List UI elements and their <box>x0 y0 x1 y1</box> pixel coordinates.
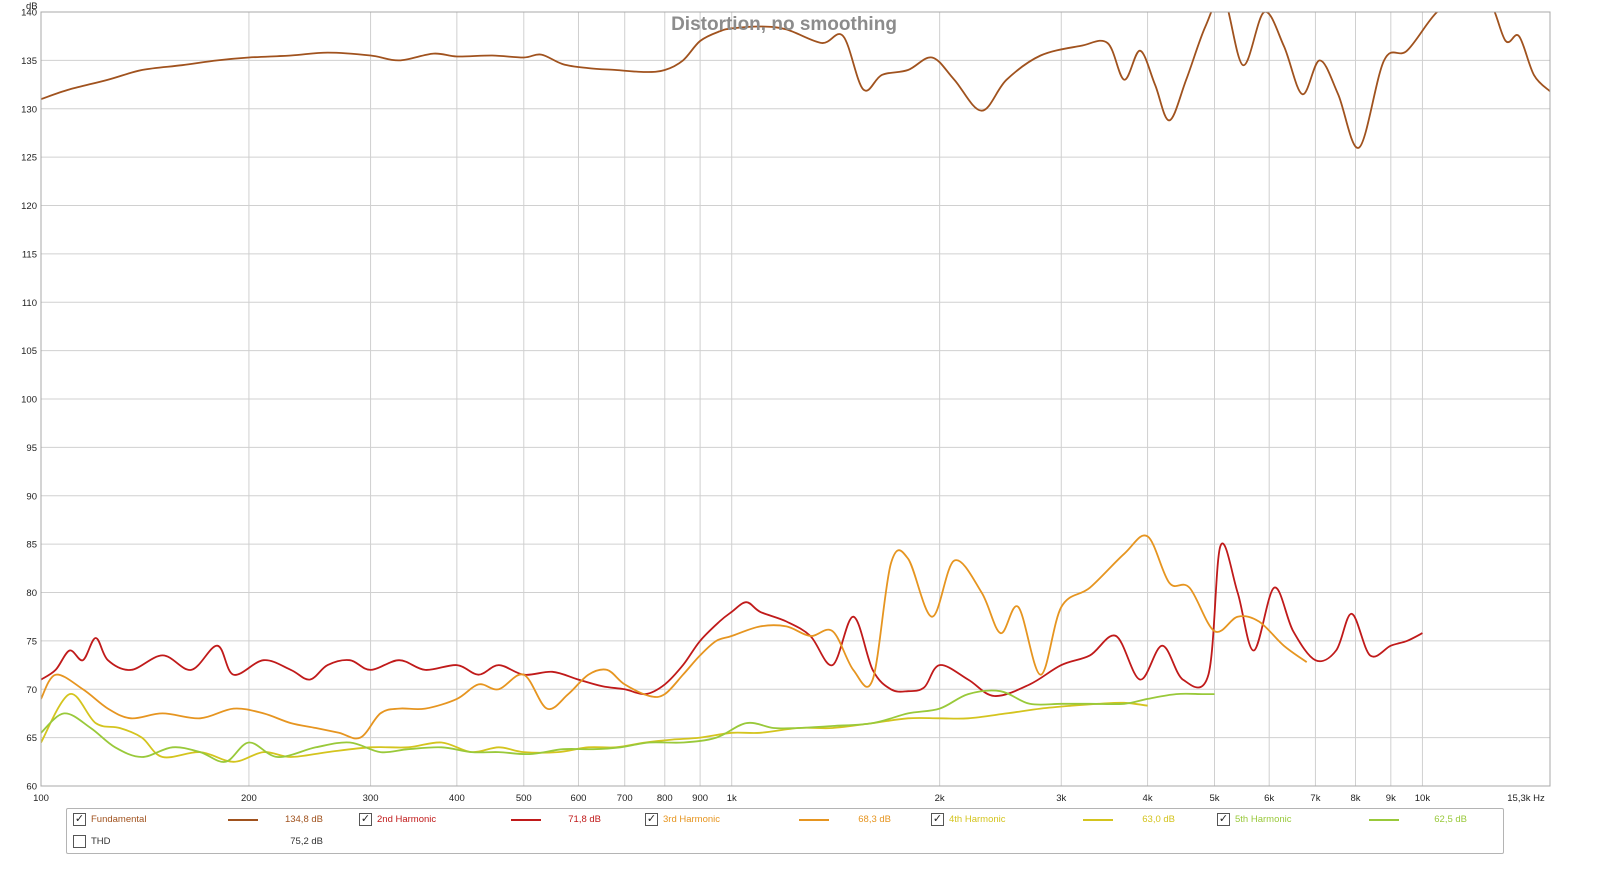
legend-value-4th-harmonic: 63,0 dB <box>1142 814 1175 825</box>
legend-item-2nd-harmonic[interactable]: ✓ 2nd Harmonic 71,8 dB <box>359 813 629 827</box>
y-tick-label: 105 <box>21 346 37 357</box>
y-tick-label: 115 <box>22 249 37 260</box>
legend-label-fundamental: Fundamental <box>91 814 147 825</box>
series-line-2nd-harmonic <box>41 542 1423 697</box>
legend-label-3rd-harmonic: 3rd Harmonic <box>663 814 721 825</box>
4th-harmonic-checkbox[interactable]: ✓ <box>931 813 944 826</box>
y-tick-label: 75 <box>26 636 37 647</box>
x-tick-label: 300 <box>363 793 379 804</box>
legend-item-5th-harmonic[interactable]: ✓ 5th Harmonic 62,5 dB <box>1217 813 1487 827</box>
y-tick-label: 80 <box>26 588 37 599</box>
series-line-3rd-harmonic <box>41 534 1308 740</box>
y-tick-label: 60 <box>26 782 37 793</box>
legend-swatch-3rd-harmonic <box>799 819 829 821</box>
x-tick-label: 700 <box>617 793 633 804</box>
x-tick-label: 6k <box>1264 793 1274 804</box>
series-line-fundamental <box>41 12 1550 149</box>
legend-swatch-2nd-harmonic <box>511 819 541 821</box>
y-tick-label: 140 <box>21 8 37 19</box>
x-tick-label: 7k <box>1310 793 1320 804</box>
x-tick-label: 3k <box>1056 793 1066 804</box>
legend-value-2nd-harmonic: 71,8 dB <box>568 814 601 825</box>
x-tick-label: 2k <box>935 793 945 804</box>
x-tick-label: 600 <box>571 793 587 804</box>
x-tick-label: 15,3k Hz <box>1507 793 1545 804</box>
legend-item-3rd-harmonic[interactable]: ✓ 3rd Harmonic 68,3 dB <box>645 813 915 827</box>
x-tick-label: 10k <box>1415 793 1431 804</box>
thd-checkbox[interactable] <box>73 835 86 848</box>
x-tick-label: 8k <box>1350 793 1360 804</box>
y-tick-label: 135 <box>21 56 37 67</box>
y-tick-label: 100 <box>21 395 37 406</box>
x-tick-label: 800 <box>657 793 673 804</box>
legend-label-4th-harmonic: 4th Harmonic <box>949 814 1006 825</box>
legend-item-fundamental[interactable]: ✓ Fundamental 134,8 dB <box>73 813 343 827</box>
chart-title: Distortion, no smoothing <box>671 14 897 35</box>
x-tick-label: 900 <box>692 793 708 804</box>
5th-harmonic-checkbox[interactable]: ✓ <box>1217 813 1230 826</box>
y-tick-label: 85 <box>26 540 37 551</box>
legend-value-3rd-harmonic: 68,3 dB <box>858 814 891 825</box>
x-tick-label: 400 <box>449 793 465 804</box>
legend-value-thd: 75,2 dB <box>290 836 323 847</box>
legend-swatch-4th-harmonic <box>1083 819 1113 821</box>
grid <box>40 11 1550 787</box>
y-tick-label: 65 <box>26 733 37 744</box>
legend-item-thd[interactable]: THD 75,2 dB <box>73 835 343 849</box>
legend-value-fundamental: 134,8 dB <box>284 814 323 825</box>
legend-label-5th-harmonic: 5th Harmonic <box>1235 814 1292 825</box>
legend-label-2nd-harmonic: 2nd Harmonic <box>377 814 437 825</box>
y-tick-label: 95 <box>26 443 37 454</box>
series-lines <box>41 12 1550 763</box>
legend-item-4th-harmonic[interactable]: ✓ 4th Harmonic 63,0 dB <box>931 813 1201 827</box>
legend-value-5th-harmonic: 62,5 dB <box>1434 814 1467 825</box>
x-tick-label: 1k <box>727 793 737 804</box>
legend-swatch-fundamental <box>228 819 258 821</box>
y-tick-label: 70 <box>26 685 37 696</box>
x-tick-label: 4k <box>1143 793 1153 804</box>
series-line-4th-harmonic <box>41 693 1148 763</box>
2nd-harmonic-checkbox[interactable]: ✓ <box>359 813 372 826</box>
y-tick-label: 125 <box>21 153 37 164</box>
x-tick-label: 100 <box>33 793 49 804</box>
legend-swatch-5th-harmonic <box>1369 819 1399 821</box>
x-tick-label: 200 <box>241 793 257 804</box>
legend-label-thd: THD <box>91 836 111 847</box>
series-line-5th-harmonic <box>41 689 1215 763</box>
plot-frame <box>40 11 1551 787</box>
x-tick-label: 500 <box>516 793 532 804</box>
y-tick-label: 120 <box>21 201 37 212</box>
x-tick-label: 5k <box>1209 793 1219 804</box>
3rd-harmonic-checkbox[interactable]: ✓ <box>645 813 658 826</box>
y-axis-label: dB <box>26 1 38 12</box>
tick-labels: 60 65 70 75 80 85 90 95 100 105 110 115 120 125 130 135… <box>21 8 1545 805</box>
x-tick-label: 9k <box>1386 793 1396 804</box>
y-tick-label: 130 <box>21 104 37 115</box>
y-tick-label: 90 <box>26 491 37 502</box>
y-tick-label: 110 <box>22 298 37 309</box>
fundamental-checkbox[interactable]: ✓ <box>73 813 86 826</box>
legend: ✓ Fundamental 134,8 dB ✓ 2nd Harmonic 71… <box>66 808 1504 854</box>
